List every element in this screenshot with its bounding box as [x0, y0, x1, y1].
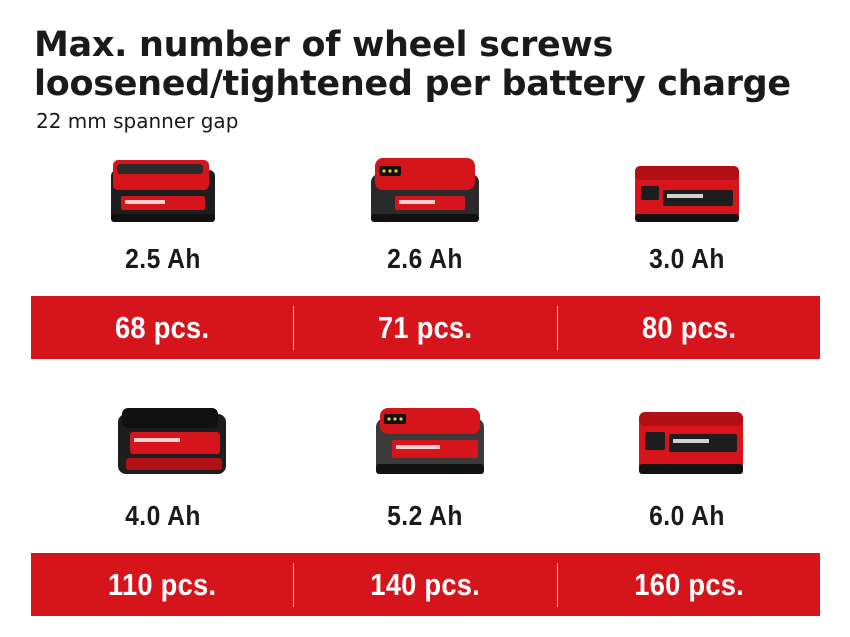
capacity-label: 2.6 Ah [387, 243, 463, 274]
battery-4-0ah-icon [112, 402, 232, 480]
count-band-row-2: 110 pcs. 140 pcs. 160 pcs. [31, 553, 820, 616]
band-divider [293, 305, 295, 350]
count-value: 68 pcs. [114, 309, 210, 345]
count-value: 80 pcs. [641, 309, 737, 345]
battery-3-0ah-icon [627, 152, 747, 230]
battery-5-2ah-icon [370, 402, 490, 480]
count-value: 110 pcs. [108, 566, 217, 602]
capacity-label: 5.2 Ah [387, 500, 463, 531]
page-title: Max. number of wheel screws loosened/tig… [34, 25, 791, 104]
capacity-label: 3.0 Ah [649, 243, 725, 274]
band-divider [293, 562, 295, 607]
capacity-label: 6.0 Ah [649, 500, 725, 531]
count-band-row-1: 68 pcs. 71 pcs. 80 pcs. [31, 296, 820, 359]
band-divider [556, 305, 558, 350]
band-divider [556, 562, 558, 607]
battery-2-6ah-icon [365, 152, 485, 230]
count-value: 71 pcs. [378, 309, 473, 345]
count-value: 140 pcs. [370, 566, 481, 602]
capacity-label: 4.0 Ah [125, 500, 201, 531]
capacity-label: 2.5 Ah [125, 243, 201, 274]
battery-6-0ah-icon [631, 402, 751, 480]
count-value: 160 pcs. [633, 566, 744, 602]
battery-2-5ah-icon [103, 152, 223, 230]
page-subtitle: 22 mm spanner gap [36, 109, 239, 133]
